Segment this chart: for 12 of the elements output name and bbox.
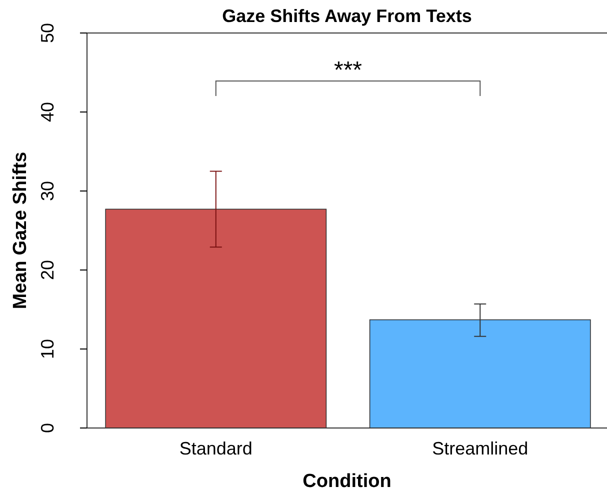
y-tick-label: 40 <box>37 102 58 122</box>
y-tick-label: 50 <box>37 22 58 44</box>
y-tick-label: 0 <box>37 422 58 434</box>
x-tick-label: Streamlined <box>432 438 528 458</box>
y-axis-title: Mean Gaze Shifts <box>10 152 31 310</box>
x-axis-title: Condition <box>302 471 392 490</box>
y-tick-label: 10 <box>37 338 58 360</box>
annotation: *** <box>334 57 362 84</box>
y-tick-label: 30 <box>37 180 58 202</box>
y-tick-label: 20 <box>37 260 58 280</box>
x-tick-label: Standard <box>179 438 252 458</box>
chart-title: Gaze Shifts Away From Texts <box>222 6 472 26</box>
